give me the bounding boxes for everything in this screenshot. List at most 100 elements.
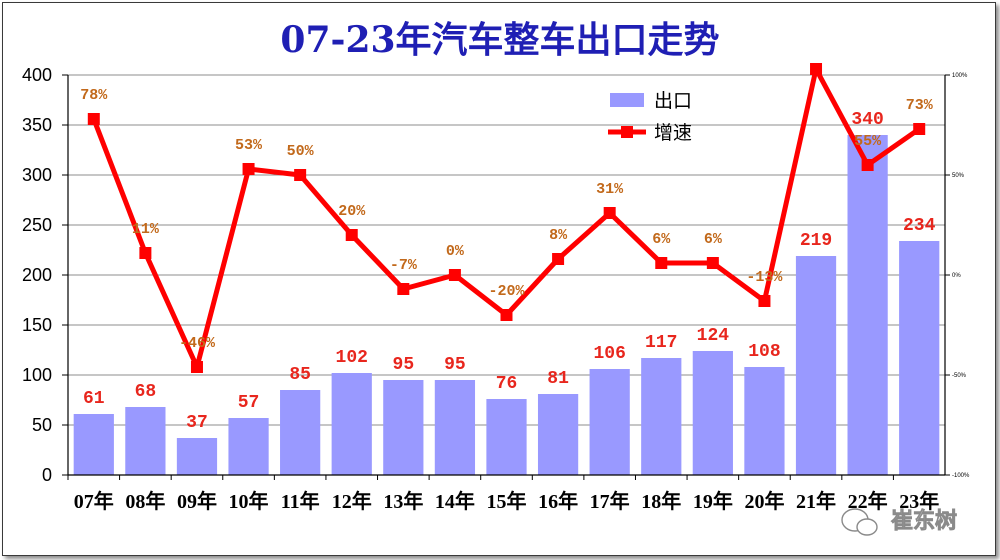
- x-tick-label: 07年: [74, 489, 114, 513]
- bar-value-label: 234: [903, 216, 936, 236]
- bar-value-label: 340: [851, 110, 883, 130]
- growth-marker-10年: [242, 163, 255, 175]
- growth-marker-18年: [655, 257, 668, 269]
- growth-marker-15年: [500, 309, 513, 321]
- bar-value-label: 108: [748, 342, 780, 362]
- x-tick-label: 20年: [744, 489, 784, 513]
- y-right-tick-label: 100%: [952, 73, 968, 79]
- growth-rate-label: 8%: [549, 227, 568, 244]
- x-tick-label: 19年: [693, 489, 733, 513]
- growth-marker-14年: [448, 269, 461, 281]
- bar-08年: [125, 407, 166, 475]
- bar-16年: [537, 394, 579, 475]
- bars-series: [73, 135, 940, 475]
- growth-marker-23年: [913, 123, 926, 135]
- growth-rate-label: 78%: [80, 87, 108, 104]
- growth-marker-22年: [861, 159, 874, 171]
- x-tick-label: 09年: [177, 489, 217, 513]
- legend-bar-swatch: [610, 93, 644, 107]
- y-right-tick-label: -100%: [952, 473, 970, 479]
- legend-line-marker: [621, 126, 633, 138]
- growth-rate-label: -20%: [488, 283, 525, 300]
- data-labels: 61 68 37 57 85 102 95 95 76 81 106 117 124 108 219 340 2…: [80, 87, 935, 433]
- x-tick-label: 21年: [796, 489, 836, 513]
- bar-12年: [331, 373, 372, 475]
- x-tick-label: 14年: [435, 489, 475, 513]
- bar-value-label: 37: [186, 413, 208, 433]
- bar-value-label: 85: [289, 365, 311, 385]
- growth-rate-label: 6%: [652, 231, 671, 248]
- bar-value-label: 68: [135, 382, 157, 402]
- bar-15年: [486, 399, 527, 475]
- x-tick-label: 15年: [487, 489, 527, 513]
- bar-09年: [176, 438, 218, 475]
- growth-marker-20年: [758, 295, 771, 307]
- bar-value-label: 124: [697, 326, 730, 346]
- growth-rate-label: -13%: [746, 269, 783, 286]
- x-tick-label: 16年: [538, 489, 578, 513]
- bar-value-label: 102: [336, 348, 368, 368]
- bar-value-label: 117: [645, 333, 677, 353]
- bar-value-label: 76: [496, 374, 518, 394]
- y-left-tick-label: 400: [22, 65, 52, 85]
- growth-rate-label: 50%: [287, 143, 315, 160]
- bar-13年: [383, 380, 424, 475]
- growth-marker-11年: [294, 169, 307, 181]
- bar-21年: [795, 256, 837, 475]
- axes: 0 50 100 150 200 250 300 350 400 -100% -50% 0% 50% 10…: [22, 65, 970, 513]
- growth-marker-09年: [190, 361, 203, 373]
- bar-19年: [692, 351, 733, 475]
- legend-line-label: 增速: [654, 122, 692, 144]
- bar-17年: [589, 369, 630, 475]
- growth-rate-label: 0%: [446, 243, 465, 260]
- bar-value-label: 106: [593, 344, 625, 364]
- x-tick-label: 18年: [641, 489, 681, 513]
- y-left-tick-label: 200: [22, 265, 52, 285]
- watermark: 崔东树: [841, 508, 957, 536]
- y-left-tick-label: 250: [22, 215, 52, 235]
- growth-rate-label: 31%: [596, 181, 624, 198]
- x-tick-label: 10年: [229, 489, 269, 513]
- growth-rate-label: -7%: [390, 257, 418, 274]
- growth-marker-08年: [139, 247, 152, 259]
- growth-marker-21年: [810, 63, 823, 75]
- y-left-tick-label: 300: [22, 165, 52, 185]
- bar-22年: [847, 135, 888, 475]
- bar-11年: [280, 390, 321, 475]
- y-right-tick-label: 0%: [952, 273, 961, 279]
- x-tick-label: 23年: [899, 489, 939, 513]
- growth-rate-label: 20%: [338, 203, 366, 220]
- bar-23年: [899, 241, 940, 475]
- growth-marker-07年: [87, 113, 100, 125]
- y-right-tick-label: 50%: [952, 173, 965, 179]
- bar-value-label: 95: [393, 355, 415, 375]
- bar-value-label: 81: [547, 369, 569, 389]
- bar-14年: [434, 380, 476, 475]
- growth-marker-12年: [345, 229, 358, 241]
- wechat-icon-bubble: [856, 518, 878, 536]
- growth-line-series: [87, 63, 926, 373]
- bar-20年: [744, 367, 785, 475]
- y-left-tick-label: 50: [32, 415, 52, 435]
- growth-marker-16年: [552, 253, 565, 265]
- growth-marker-19年: [706, 257, 719, 269]
- growth-rate-label: 73%: [906, 97, 934, 114]
- bar-value-label: 61: [83, 389, 105, 409]
- bar-10年: [228, 418, 269, 475]
- y-left-tick-label: 150: [22, 315, 52, 335]
- bar-07年: [73, 414, 114, 475]
- x-tick-label: 11年: [281, 489, 320, 513]
- growth-marker-13年: [397, 283, 410, 295]
- growth-rate-label: 55%: [854, 133, 882, 150]
- growth-marker-17年: [603, 207, 616, 219]
- y-left-tick-label: 0: [42, 465, 52, 485]
- y-left-tick-label: 350: [22, 115, 52, 135]
- y-right-tick-label: -50%: [952, 373, 967, 379]
- watermark-text: 崔东树: [891, 508, 957, 534]
- bar-18年: [641, 358, 682, 475]
- bar-value-label: 95: [444, 355, 466, 375]
- growth-line: [91, 66, 921, 370]
- x-tick-label: 12年: [332, 489, 372, 513]
